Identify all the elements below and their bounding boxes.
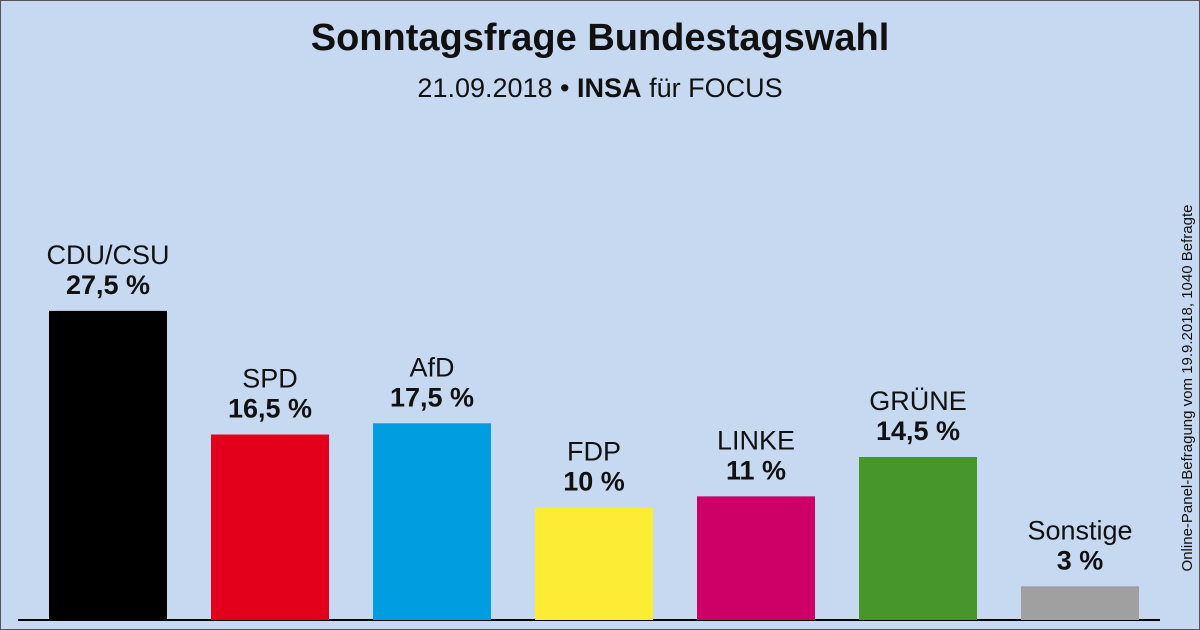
source-note: Online-Panel-Befragung vom 19.9.2018, 10… (1179, 205, 1196, 572)
bar (373, 423, 491, 620)
value-label: 27,5 % (66, 270, 150, 300)
value-label: 17,5 % (390, 382, 474, 412)
category-label: Sonstige (1027, 515, 1132, 545)
bar (535, 507, 653, 620)
category-label: FDP (567, 437, 621, 467)
category-label: SPD (242, 364, 298, 394)
category-label: GRÜNE (869, 386, 967, 416)
chart-subtitle: 21.09.2018 • INSA für FOCUS (417, 73, 782, 103)
bar (49, 310, 167, 620)
subtitle-client: für FOCUS (649, 73, 783, 103)
category-label: AfD (409, 352, 454, 382)
category-label: CDU/CSU (46, 240, 169, 270)
bar (697, 496, 815, 620)
subtitle-date: 21.09.2018 • (417, 73, 569, 103)
category-label: LINKE (717, 425, 795, 455)
value-label: 16,5 % (228, 394, 312, 424)
value-label: 11 % (726, 455, 786, 485)
value-label: 3 % (1057, 545, 1104, 575)
subtitle-institute: INSA (577, 73, 642, 103)
bar (211, 434, 329, 620)
chart-title: Sonntagsfrage Bundestagswahl (311, 17, 890, 59)
bar (859, 457, 977, 620)
value-label: 14,5 % (876, 416, 960, 446)
value-label: 10 % (563, 467, 625, 497)
bar (1021, 586, 1139, 620)
